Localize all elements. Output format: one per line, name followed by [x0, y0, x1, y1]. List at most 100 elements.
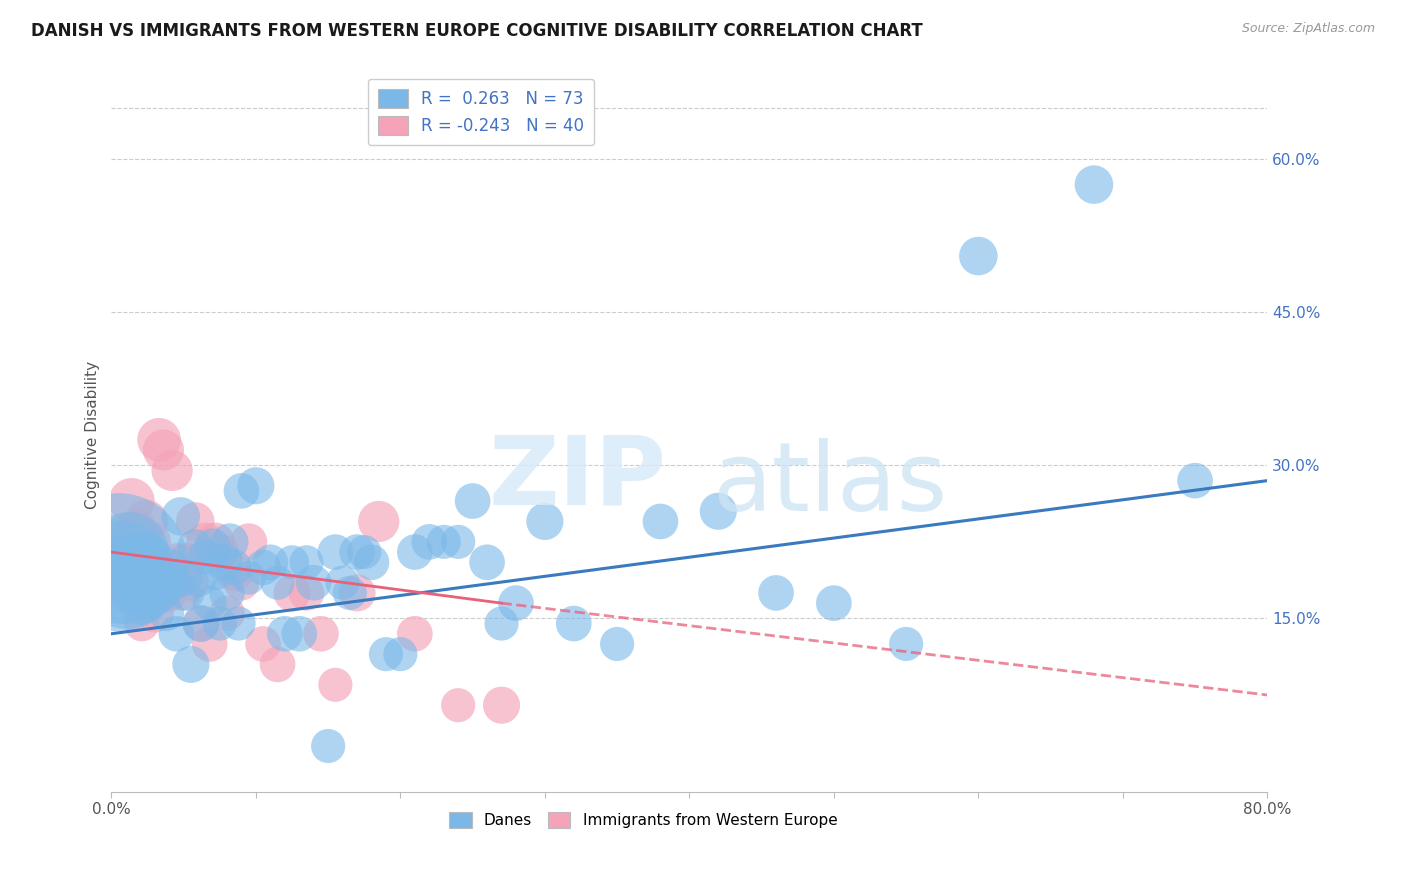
Point: [160, 575, 183, 590]
Point: [157, 560, 180, 574]
Point: [118, 545, 141, 559]
Point: [212, 555, 235, 569]
Point: [150, 586, 173, 600]
Point: [110, 555, 132, 569]
Point: [339, 586, 361, 600]
Point: [534, 515, 557, 529]
Point: [173, 571, 195, 585]
Point: [266, 657, 288, 672]
Point: [316, 739, 339, 753]
Point: [128, 545, 150, 559]
Text: Source: ZipAtlas.com: Source: ZipAtlas.com: [1241, 22, 1375, 36]
Point: [266, 575, 288, 590]
Point: [404, 626, 426, 640]
Point: [309, 626, 332, 640]
Text: ZIP: ZIP: [488, 431, 666, 524]
Point: [447, 698, 470, 713]
Point: [274, 626, 297, 640]
Text: atlas: atlas: [713, 438, 948, 532]
Point: [180, 657, 202, 672]
Y-axis label: Cognitive Disability: Cognitive Disability: [86, 360, 100, 508]
Point: [148, 433, 170, 447]
Point: [353, 545, 375, 559]
Point: [107, 555, 129, 569]
Point: [141, 575, 163, 590]
Point: [765, 586, 787, 600]
Point: [111, 566, 134, 580]
Point: [117, 586, 139, 600]
Point: [146, 575, 169, 590]
Point: [491, 698, 513, 713]
Point: [224, 560, 246, 574]
Point: [143, 607, 166, 621]
Point: [127, 571, 149, 585]
Point: [475, 555, 498, 569]
Point: [122, 560, 145, 574]
Point: [389, 647, 412, 661]
Point: [165, 626, 187, 640]
Point: [105, 534, 128, 549]
Point: [1184, 474, 1206, 488]
Point: [215, 586, 238, 600]
Point: [295, 586, 318, 600]
Point: [176, 586, 198, 600]
Point: [505, 596, 527, 610]
Point: [259, 555, 281, 569]
Point: [125, 524, 148, 539]
Point: [155, 607, 177, 621]
Point: [374, 647, 396, 661]
Point: [190, 616, 212, 631]
Point: [135, 515, 157, 529]
Point: [139, 534, 162, 549]
Point: [491, 616, 513, 631]
Point: [115, 575, 138, 590]
Point: [194, 534, 217, 549]
Point: [170, 509, 193, 524]
Point: [194, 550, 217, 565]
Point: [209, 545, 232, 559]
Point: [288, 626, 311, 640]
Point: [447, 534, 470, 549]
Point: [228, 616, 250, 631]
Point: [281, 555, 304, 569]
Point: [176, 555, 198, 569]
Point: [404, 545, 426, 559]
Point: [231, 483, 253, 498]
Point: [112, 566, 135, 580]
Point: [204, 534, 226, 549]
Point: [198, 596, 221, 610]
Point: [707, 504, 730, 518]
Point: [121, 494, 143, 508]
Point: [823, 596, 845, 610]
Point: [650, 515, 672, 529]
Point: [346, 545, 368, 559]
Point: [184, 540, 207, 554]
Point: [252, 637, 274, 651]
Point: [160, 463, 183, 477]
Point: [201, 540, 224, 554]
Point: [187, 571, 209, 585]
Point: [360, 555, 382, 569]
Point: [606, 637, 628, 651]
Point: [129, 581, 152, 595]
Point: [418, 534, 440, 549]
Legend: Danes, Immigrants from Western Europe: Danes, Immigrants from Western Europe: [443, 806, 844, 834]
Point: [281, 586, 304, 600]
Point: [461, 494, 484, 508]
Point: [167, 555, 190, 569]
Point: [967, 249, 990, 263]
Point: [190, 616, 212, 631]
Point: [1083, 178, 1105, 192]
Point: [302, 575, 325, 590]
Point: [295, 555, 318, 569]
Point: [180, 575, 202, 590]
Point: [156, 586, 179, 600]
Point: [208, 616, 231, 631]
Point: [172, 586, 194, 600]
Point: [131, 616, 153, 631]
Point: [184, 515, 207, 529]
Point: [215, 607, 238, 621]
Point: [132, 591, 155, 605]
Point: [204, 566, 226, 580]
Point: [143, 560, 166, 574]
